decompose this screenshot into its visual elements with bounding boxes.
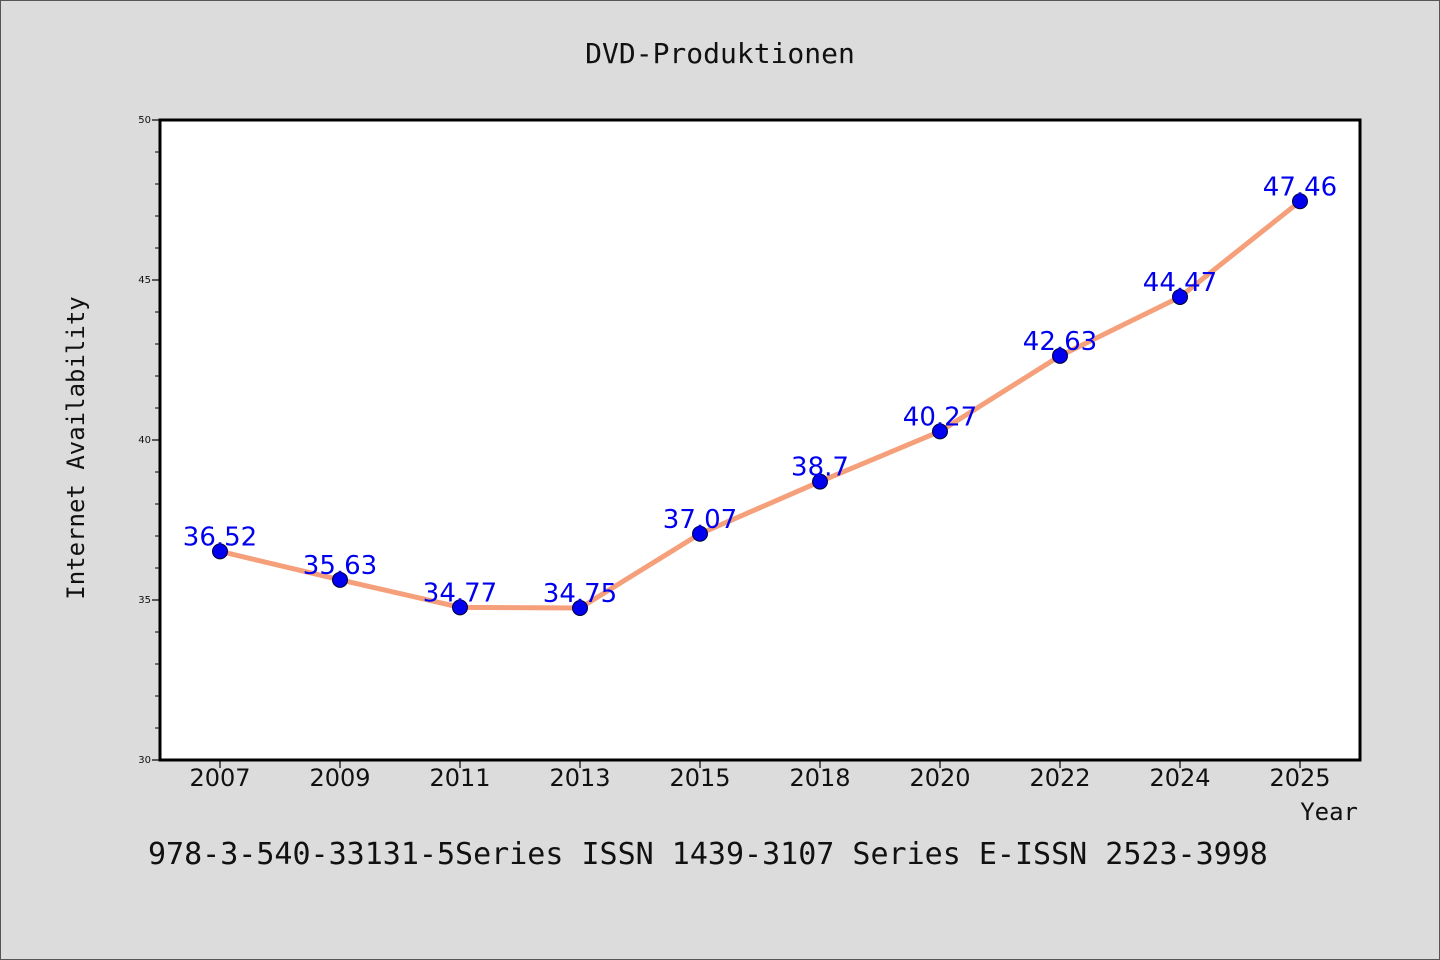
x-axis: 2007 2009 2011 2013 2015 2018 2020 2022 2024 2025 [189, 760, 1331, 792]
data-point [812, 473, 828, 490]
x-tick-label: 2013 [549, 764, 610, 792]
y-axis: 30 35 40 45 50 [138, 115, 160, 766]
data-label: 42.63 [1023, 327, 1097, 357]
footer-isbn-text: 978-3-540-33131-5Series ISSN 1439-3107 S… [148, 837, 1268, 872]
data-label: 34.77 [423, 578, 497, 608]
y-tick-label: 50 [138, 115, 151, 126]
data-point [932, 423, 948, 440]
data-label: 47.46 [1263, 172, 1337, 202]
y-tick-label: 45 [138, 275, 151, 286]
data-point [332, 571, 348, 588]
data-label: 35.63 [303, 551, 377, 581]
x-axis-title: Year [1300, 798, 1358, 826]
data-label: 38.7 [791, 453, 849, 483]
data-point [572, 600, 588, 616]
data-label: 37.07 [663, 505, 737, 535]
data-point [452, 599, 468, 616]
x-tick-label: 2020 [909, 764, 970, 792]
y-tick-label: 35 [138, 595, 151, 606]
y-tick-label: 40 [138, 435, 151, 446]
y-axis-title: Internet Availability [62, 296, 90, 599]
x-tick-label: 2024 [1149, 764, 1210, 792]
y-minor-ticks [155, 151, 160, 729]
x-tick-label: 2007 [189, 764, 250, 792]
data-label: 36.52 [183, 522, 257, 552]
x-tick-label: 2015 [669, 764, 730, 792]
x-tick-label: 2011 [429, 764, 490, 792]
plot-area [158, 118, 1362, 762]
data-point [1292, 193, 1308, 210]
x-tick-label: 2025 [1269, 764, 1330, 792]
x-tick-label: 2022 [1029, 764, 1090, 792]
x-tick-label: 2009 [309, 764, 370, 792]
data-point [212, 543, 228, 560]
data-label: 34.75 [543, 579, 617, 609]
x-tick-label: 2018 [789, 764, 850, 792]
data-point [692, 525, 708, 542]
data-label: 44.47 [1143, 268, 1217, 298]
data-labels: 36.52 35.63 34.77 34.75 37.07 38.7 40.27 42.63 4… [183, 172, 1337, 609]
data-label: 40.27 [903, 402, 977, 432]
chart-title: DVD-Produktionen [585, 37, 855, 70]
data-point [1172, 288, 1188, 305]
series-line [217, 198, 1303, 611]
y-tick-label: 30 [138, 755, 151, 766]
data-markers [212, 193, 1308, 616]
data-point [1052, 347, 1068, 364]
